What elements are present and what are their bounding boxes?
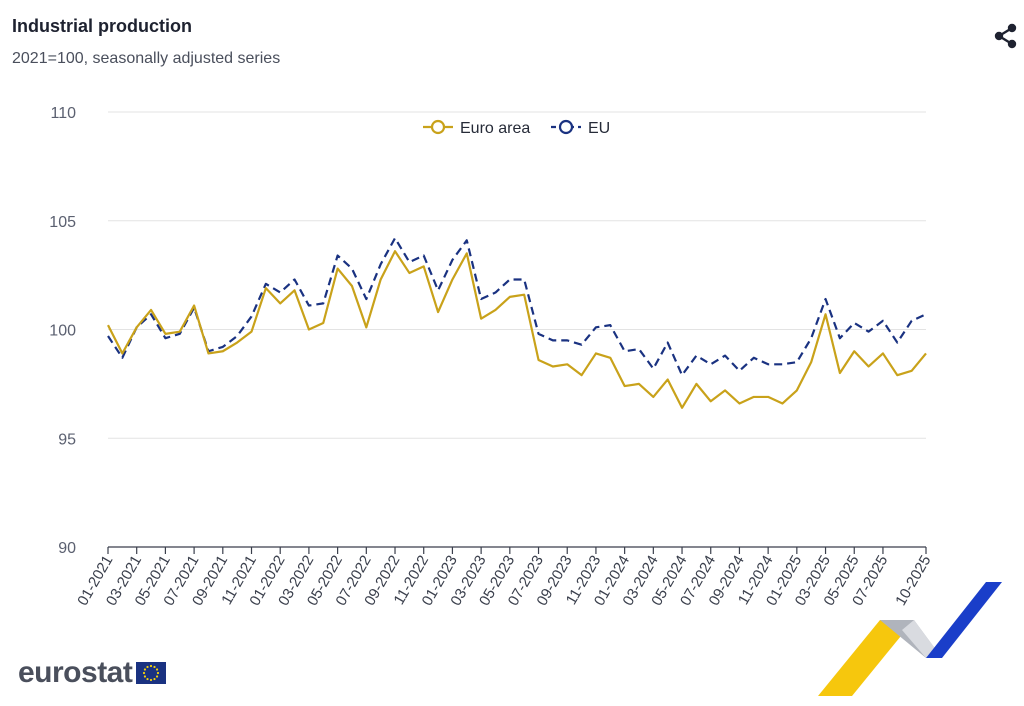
legend-marker-euro-area: [430, 119, 446, 135]
chart-title: Industrial production: [12, 16, 192, 36]
series-lines: [107, 237, 927, 409]
legend-marker-eu: [558, 119, 574, 135]
eu-flag-icon: [136, 662, 167, 684]
eurostat-ribbon-graphic: [818, 582, 1002, 696]
legend-item-euro-area[interactable]: Euro area: [423, 119, 530, 137]
legend-label-eu: EU: [588, 120, 610, 137]
y-axis: 90 95 100 105 110: [49, 105, 76, 557]
y-tick-label: 105: [49, 214, 76, 231]
legend-label-euro-area: Euro area: [460, 120, 530, 137]
share-icon[interactable]: [990, 20, 1022, 52]
series-line-euro-area[interactable]: [107, 250, 927, 409]
legend-item-eu[interactable]: EU: [551, 119, 610, 137]
brand-name: eurostat: [18, 656, 133, 689]
y-tick-label: 95: [58, 431, 76, 448]
grid: [108, 111, 926, 439]
y-tick-label: 110: [50, 105, 76, 122]
y-tick-label: 100: [49, 323, 76, 340]
series-line-eu[interactable]: [107, 237, 927, 377]
y-tick-label: 90: [58, 540, 76, 557]
chart-subtitle: 2021=100, seasonally adjusted series: [12, 50, 281, 67]
legend: Euro area EU: [423, 119, 610, 137]
x-axis: 01-202103-202105-202107-202109-202111-20…: [74, 546, 934, 609]
eurostat-logo: eurostat: [18, 656, 167, 690]
